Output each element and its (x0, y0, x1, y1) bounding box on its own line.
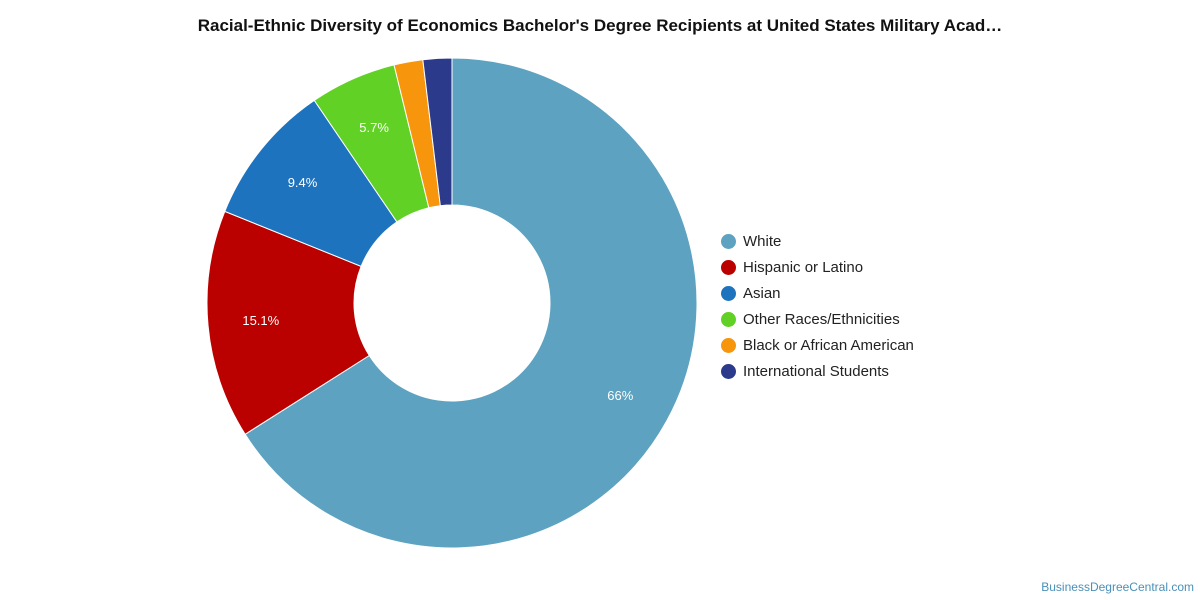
donut-slices (206, 57, 698, 549)
legend-label: Asian (743, 284, 781, 302)
slice-white[interactable] (244, 57, 698, 549)
slice-international-students[interactable] (422, 57, 453, 207)
slice-label-other-races-ethnicities: 5.7% (359, 120, 389, 135)
legend-item-asian[interactable]: Asian (721, 280, 914, 306)
legend-label: Hispanic or Latino (743, 258, 864, 276)
slice-label-hispanic-or-latino: 15.1% (242, 313, 279, 328)
legend-swatch (721, 363, 736, 379)
legend-label: Black or African American (743, 336, 914, 354)
legend-label: International Students (743, 362, 889, 380)
legend-label: White (743, 232, 782, 250)
legend-item-international-students[interactable]: International Students (721, 358, 914, 384)
slice-hispanic-or-latino[interactable] (206, 210, 370, 435)
legend-swatch (721, 311, 736, 327)
legend-item-black-or-african-american[interactable]: Black or African American (721, 332, 914, 358)
legend-swatch (721, 337, 736, 353)
legend-label: Other Races/Ethnicities (743, 310, 900, 328)
legend-swatch (721, 259, 736, 275)
source-watermark[interactable]: BusinessDegreeCentral.com (1041, 580, 1194, 594)
chart-legend: White Hispanic or Latino Asian Other Races/… (721, 228, 914, 384)
legend-item-white[interactable]: White (721, 228, 914, 254)
legend-swatch (721, 285, 736, 301)
legend-swatch (721, 233, 736, 249)
legend-item-other-races-ethnicities[interactable]: Other Races/Ethnicities (721, 306, 914, 332)
slice-label-white: 66% (607, 388, 633, 403)
chart-title: Racial-Ethnic Diversity of Economics Bac… (197, 16, 1003, 35)
slice-label-asian: 9.4% (288, 175, 318, 190)
slice-labels: 66% 15.1% 9.4% 5.7% (242, 120, 633, 403)
legend-item-hispanic-or-latino[interactable]: Hispanic or Latino (721, 254, 914, 280)
